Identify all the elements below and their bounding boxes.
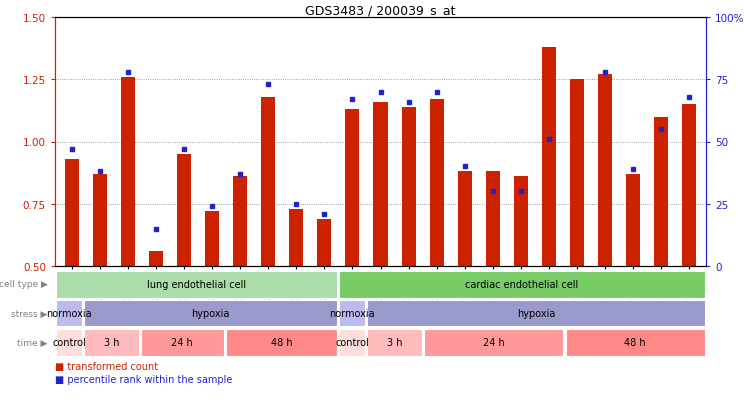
Bar	[402, 107, 416, 266]
Text: 24 h: 24 h	[483, 337, 504, 347]
Bar	[424, 329, 563, 356]
Bar	[429, 100, 443, 266]
Bar	[84, 301, 337, 326]
Bar	[121, 78, 135, 266]
Bar	[93, 174, 107, 266]
Bar	[565, 329, 705, 356]
Text: normoxia: normoxia	[330, 308, 375, 318]
Bar	[84, 329, 139, 356]
Bar	[65, 159, 79, 266]
Bar	[598, 75, 612, 266]
Text: hypoxia: hypoxia	[517, 308, 555, 318]
Bar	[368, 301, 705, 326]
Bar	[654, 117, 668, 266]
Text: control: control	[336, 337, 369, 347]
Bar	[339, 301, 365, 326]
Bar	[570, 80, 584, 266]
Bar	[56, 301, 82, 326]
Text: lung endothelial cell: lung endothelial cell	[147, 279, 246, 289]
Bar	[56, 271, 337, 298]
Bar	[626, 174, 640, 266]
Bar	[345, 110, 359, 266]
Bar	[542, 48, 556, 266]
Text: 24 h: 24 h	[172, 337, 193, 347]
Text: 3 h: 3 h	[387, 337, 403, 347]
Text: stress ▶: stress ▶	[11, 309, 48, 318]
Bar	[373, 102, 388, 266]
Bar	[226, 329, 337, 356]
Bar	[458, 172, 472, 266]
Bar	[514, 177, 527, 266]
Text: 48 h: 48 h	[624, 337, 646, 347]
Text: cell type ▶: cell type ▶	[0, 280, 48, 289]
Text: normoxia: normoxia	[46, 308, 92, 318]
Bar	[205, 212, 219, 266]
Text: ■ percentile rank within the sample: ■ percentile rank within the sample	[55, 374, 232, 384]
Text: hypoxia: hypoxia	[191, 308, 230, 318]
Text: time ▶: time ▶	[17, 338, 48, 347]
Text: control: control	[52, 337, 86, 347]
Bar	[368, 329, 422, 356]
Bar	[177, 154, 191, 266]
Bar	[141, 329, 224, 356]
Bar	[261, 97, 275, 266]
Bar	[486, 172, 500, 266]
Bar	[149, 252, 163, 266]
Bar	[289, 209, 304, 266]
Bar	[233, 177, 247, 266]
Text: ■ transformed count: ■ transformed count	[55, 361, 158, 371]
Text: 48 h: 48 h	[271, 337, 292, 347]
Bar	[318, 219, 331, 266]
Title: GDS3483 / 200039_s_at: GDS3483 / 200039_s_at	[305, 4, 456, 17]
Text: 3 h: 3 h	[104, 337, 119, 347]
Bar	[339, 271, 705, 298]
Bar	[682, 105, 696, 266]
Bar	[339, 329, 365, 356]
Bar	[56, 329, 82, 356]
Text: cardiac endothelial cell: cardiac endothelial cell	[466, 279, 579, 289]
